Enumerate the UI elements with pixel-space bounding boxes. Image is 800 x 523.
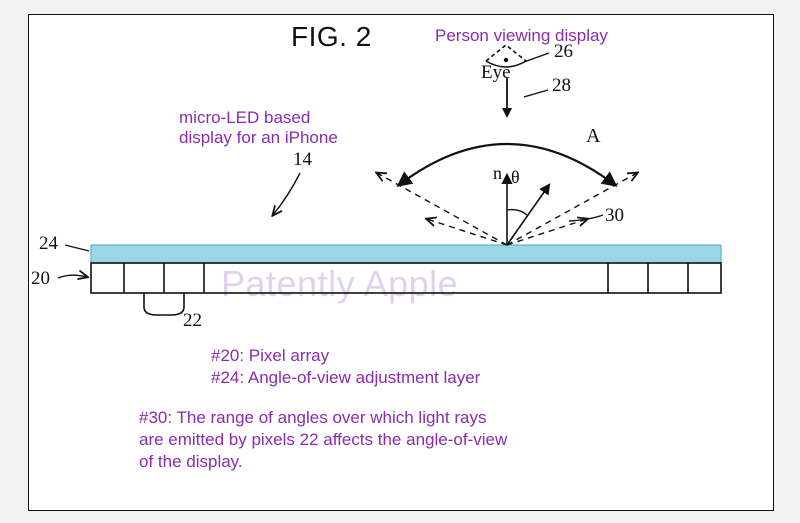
diagram-svg [29,15,773,510]
figure-stage: FIG. 2 Person viewing display micro-LED … [28,14,774,511]
